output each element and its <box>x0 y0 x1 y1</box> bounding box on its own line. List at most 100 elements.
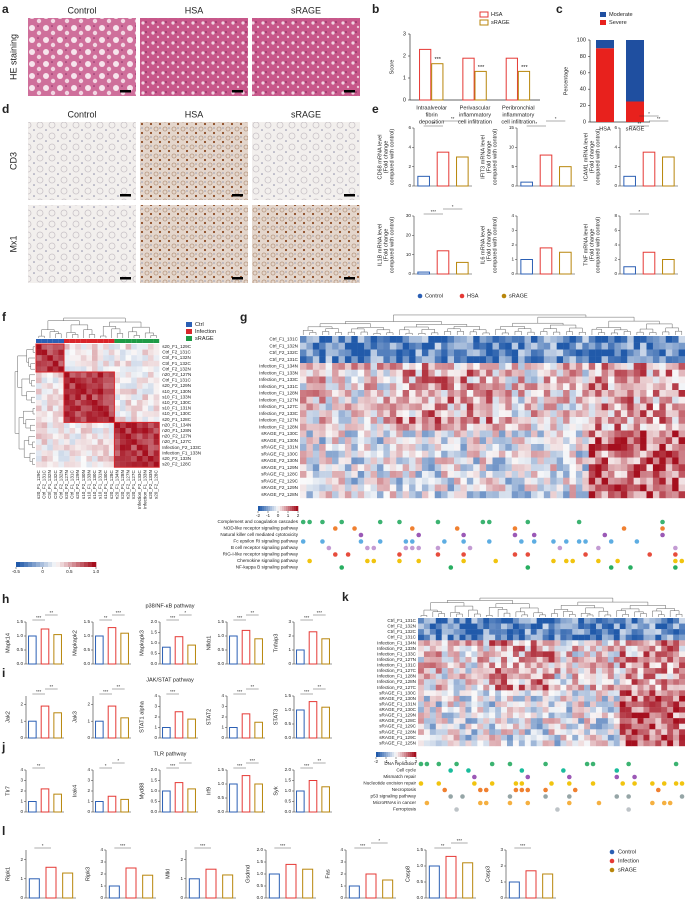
heatmap-cell <box>64 450 70 457</box>
heatmap-cell <box>531 376 538 384</box>
heatmap-cell <box>537 471 545 478</box>
heatmap-cell <box>409 363 416 370</box>
heatmap-cell <box>620 349 628 357</box>
y-tick-label: 0 <box>20 895 23 900</box>
heatmap-cell <box>608 376 615 384</box>
heatmap-cell <box>652 363 660 370</box>
heatmap-cell <box>489 651 496 658</box>
heatmap-cell <box>637 623 644 630</box>
heatmap-cell <box>563 349 570 357</box>
dendrogram-branch <box>432 611 442 617</box>
heatmap-cell <box>643 651 650 658</box>
heatmap-cell <box>332 491 339 499</box>
colorbar-cell <box>402 752 405 757</box>
heatmap-cell <box>447 349 455 357</box>
heatmap-cell <box>495 623 502 630</box>
heatmap-cell <box>377 491 384 499</box>
heatmap-cell <box>530 740 537 747</box>
heatmap-cell <box>505 390 512 397</box>
heatmap-cell <box>459 668 466 674</box>
heatmap-cell <box>370 390 378 397</box>
heatmap-cell <box>441 707 448 713</box>
heatmap-cell <box>454 336 461 343</box>
heatmap-cell <box>620 356 628 364</box>
heatmap-cell <box>501 634 508 641</box>
scale-bar <box>232 277 243 280</box>
heatmap-cell <box>453 623 460 630</box>
heatmap-cell <box>466 363 474 370</box>
heatmap-cell <box>569 450 577 458</box>
pathway-dot <box>673 558 678 564</box>
heatmap-cell <box>142 372 149 378</box>
heatmap-cell <box>434 396 442 404</box>
heatmap-cell <box>460 410 468 418</box>
y-tick-label: 1.5 <box>285 778 292 783</box>
pathway-dot <box>493 558 499 564</box>
heatmap-cell <box>383 457 391 465</box>
heatmap-cell <box>421 450 429 458</box>
heatmap-cell <box>495 673 502 680</box>
heatmap-cell <box>607 679 614 685</box>
heatmap-cell <box>601 336 609 343</box>
heatmap-cell <box>655 668 662 674</box>
heatmap-cell <box>596 701 603 708</box>
column-label: Ctrl_F1_132N <box>47 470 52 499</box>
heatmap-cell <box>471 684 478 691</box>
heatmap-cell <box>498 430 506 438</box>
y-tick-label: 0 <box>511 271 514 276</box>
heatmap-cell <box>148 450 154 457</box>
heatmap-cell <box>563 430 570 438</box>
heatmap-cell <box>312 390 320 397</box>
heatmap-cell <box>614 336 622 343</box>
heatmap-cell <box>486 430 493 438</box>
heatmap-cell <box>86 344 93 350</box>
row-label: Infection_F2_133N <box>377 646 416 651</box>
heatmap-cell <box>614 450 622 458</box>
heatmap-cell <box>672 444 679 451</box>
heatmap-cell <box>415 390 423 397</box>
heatmap-cell <box>633 349 641 357</box>
heatmap-cell <box>652 484 660 492</box>
heatmap-cell <box>518 444 525 451</box>
heatmap-cell <box>453 640 460 647</box>
y-tick-label: 2 <box>340 871 343 876</box>
heatmap-cell <box>649 679 656 685</box>
y-axis-label: Percentage <box>563 67 569 96</box>
heatmap-cell <box>584 634 591 641</box>
heatmap-cell <box>75 355 81 361</box>
heatmap-cell <box>136 461 143 468</box>
heatmap-cell <box>584 656 591 663</box>
heatmap-cell <box>627 383 634 391</box>
heatmap-cell <box>679 734 685 741</box>
heatmap-cell <box>120 416 126 423</box>
heatmap-cell <box>679 701 685 708</box>
heatmap-cell <box>383 423 391 431</box>
bar <box>241 629 251 665</box>
heatmap-cell <box>441 396 448 404</box>
pathway-dot <box>365 558 370 564</box>
heatmap-cell <box>575 356 583 364</box>
heatmap-cell <box>357 356 365 364</box>
y-tick-label: 60 <box>580 70 586 76</box>
micrograph <box>28 18 136 96</box>
heatmap-cell <box>566 629 573 635</box>
heatmap-cell <box>136 394 143 401</box>
heatmap-cell <box>148 416 154 423</box>
heatmap-cell <box>47 444 53 451</box>
heatmap-cell <box>659 471 666 478</box>
heatmap-cell <box>614 444 622 451</box>
heatmap-cell <box>108 405 115 412</box>
heatmap-cell <box>453 651 460 658</box>
heatmap-cell <box>441 383 448 391</box>
heatmap-cell <box>52 383 59 389</box>
heatmap-cell <box>108 360 115 367</box>
heatmap-cell <box>595 363 602 370</box>
heatmap-cell <box>370 457 378 465</box>
heatmap-cell <box>625 656 632 663</box>
heatmap-cell <box>351 417 358 424</box>
heatmap-cell <box>614 376 622 384</box>
heatmap-cell <box>548 723 555 730</box>
significance: ** <box>117 684 121 689</box>
heatmap-cell <box>459 734 466 741</box>
heatmap-cell <box>370 356 378 364</box>
